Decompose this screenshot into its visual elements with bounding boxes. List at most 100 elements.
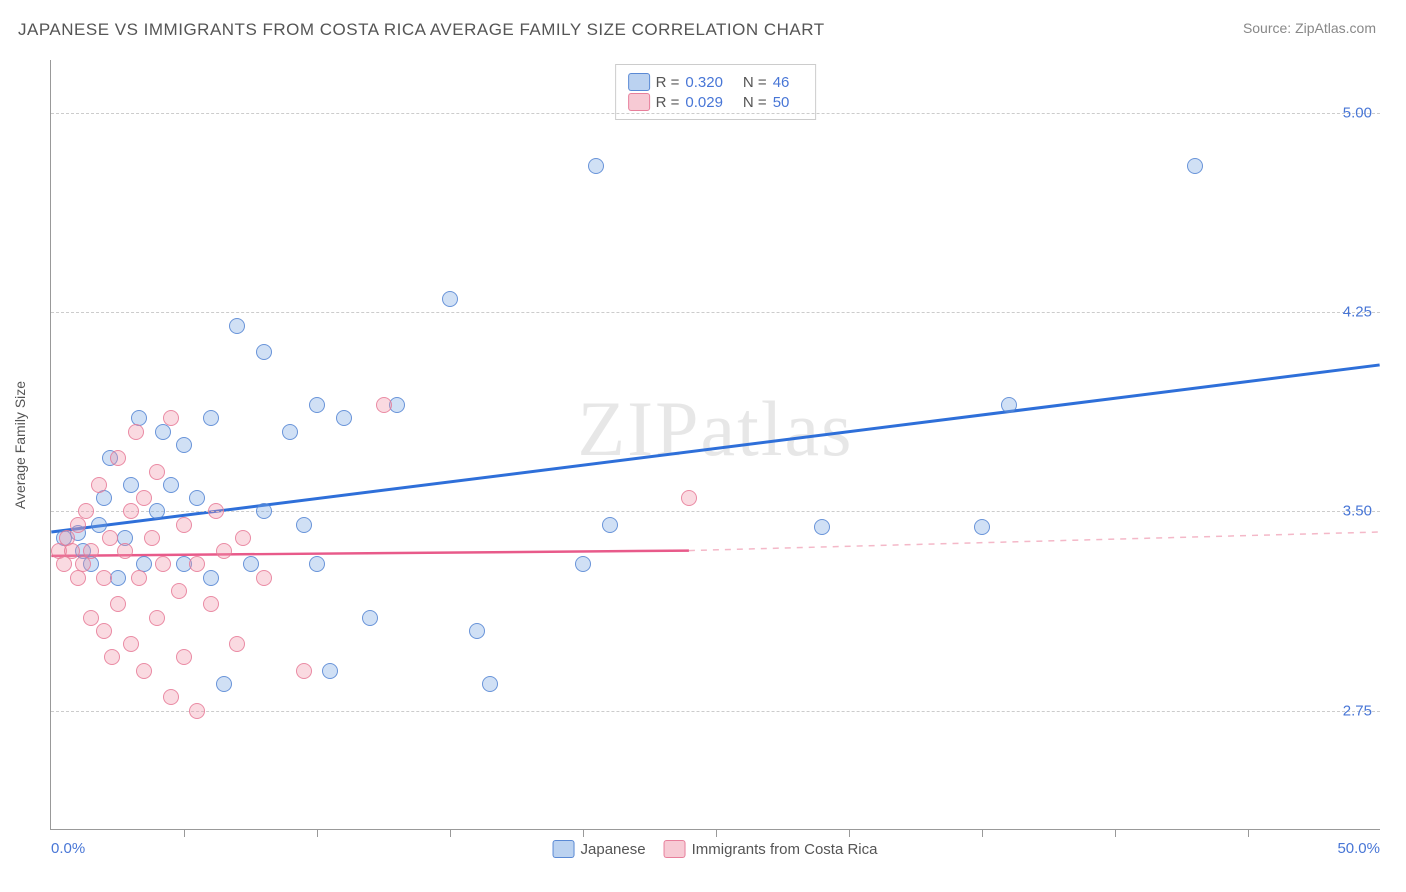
data-point	[256, 503, 272, 519]
legend-item: Immigrants from Costa Rica	[664, 840, 878, 858]
x-tick	[450, 829, 451, 837]
data-point	[309, 556, 325, 572]
x-tick	[1248, 829, 1249, 837]
data-point	[203, 410, 219, 426]
data-point	[96, 623, 112, 639]
gridline	[51, 511, 1380, 512]
data-point	[155, 556, 171, 572]
stat-value-r: 0.029	[685, 94, 723, 111]
gridline	[51, 711, 1380, 712]
data-point	[282, 424, 298, 440]
data-point	[163, 689, 179, 705]
data-point	[256, 344, 272, 360]
stat-value-n: 50	[773, 94, 790, 111]
watermark: ZIPatlas	[578, 384, 854, 474]
data-point	[149, 610, 165, 626]
legend-label: Immigrants from Costa Rica	[692, 841, 878, 858]
x-tick	[1115, 829, 1116, 837]
data-point	[296, 517, 312, 533]
data-point	[681, 490, 697, 506]
data-point	[131, 570, 147, 586]
data-point	[1187, 158, 1203, 174]
data-point	[229, 636, 245, 652]
data-point	[203, 596, 219, 612]
y-tick-label: 3.50	[1343, 503, 1372, 520]
data-point	[104, 649, 120, 665]
data-point	[176, 517, 192, 533]
legend-stats-row: R = 0.320 N = 46	[628, 73, 804, 91]
stat-value-n: 46	[773, 74, 790, 91]
data-point	[171, 583, 187, 599]
legend-item: Japanese	[553, 840, 646, 858]
data-point	[163, 477, 179, 493]
data-point	[176, 649, 192, 665]
legend-stats: R = 0.320 N = 46 R = 0.029 N = 50	[615, 64, 817, 120]
y-tick-label: 4.25	[1343, 304, 1372, 321]
legend-bottom: Japanese Immigrants from Costa Rica	[553, 840, 878, 858]
data-point	[362, 610, 378, 626]
chart-area: Average Family Size ZIPatlas R = 0.320 N…	[50, 60, 1380, 830]
data-point	[96, 570, 112, 586]
data-point	[163, 410, 179, 426]
swatch-icon	[664, 840, 686, 858]
data-point	[149, 464, 165, 480]
data-point	[123, 636, 139, 652]
data-point	[110, 596, 126, 612]
swatch-icon	[628, 73, 650, 91]
source-label: Source: ZipAtlas.com	[1243, 20, 1376, 36]
data-point	[442, 291, 458, 307]
data-point	[189, 556, 205, 572]
chart-title: JAPANESE VS IMMIGRANTS FROM COSTA RICA A…	[18, 20, 825, 40]
gridline	[51, 312, 1380, 313]
stat-label: N =	[743, 94, 767, 111]
data-point	[296, 663, 312, 679]
gridline	[51, 113, 1380, 114]
x-tick	[982, 829, 983, 837]
data-point	[814, 519, 830, 535]
data-point	[123, 503, 139, 519]
data-point	[336, 410, 352, 426]
data-point	[83, 543, 99, 559]
data-point	[974, 519, 990, 535]
stat-label: R =	[656, 94, 680, 111]
data-point	[216, 543, 232, 559]
data-point	[229, 318, 245, 334]
trend-lines	[51, 60, 1380, 829]
data-point	[588, 158, 604, 174]
data-point	[322, 663, 338, 679]
data-point	[309, 397, 325, 413]
x-tick	[849, 829, 850, 837]
data-point	[376, 397, 392, 413]
swatch-icon	[628, 93, 650, 111]
data-point	[216, 676, 232, 692]
x-tick	[184, 829, 185, 837]
data-point	[575, 556, 591, 572]
data-point	[91, 477, 107, 493]
x-tick	[317, 829, 318, 837]
data-point	[136, 490, 152, 506]
swatch-icon	[553, 840, 575, 858]
data-point	[256, 570, 272, 586]
data-point	[128, 424, 144, 440]
data-point	[78, 503, 94, 519]
stat-label: R =	[656, 74, 680, 91]
data-point	[176, 437, 192, 453]
data-point	[102, 530, 118, 546]
data-point	[83, 610, 99, 626]
x-tick-label: 50.0%	[1337, 840, 1380, 857]
y-axis-label: Average Family Size	[12, 381, 28, 509]
y-tick-label: 5.00	[1343, 105, 1372, 122]
data-point	[110, 450, 126, 466]
data-point	[203, 570, 219, 586]
data-point	[117, 543, 133, 559]
data-point	[482, 676, 498, 692]
data-point	[149, 503, 165, 519]
data-point	[189, 490, 205, 506]
data-point	[123, 477, 139, 493]
data-point	[136, 663, 152, 679]
data-point	[144, 530, 160, 546]
data-point	[235, 530, 251, 546]
data-point	[208, 503, 224, 519]
legend-label: Japanese	[581, 841, 646, 858]
stat-label: N =	[743, 74, 767, 91]
